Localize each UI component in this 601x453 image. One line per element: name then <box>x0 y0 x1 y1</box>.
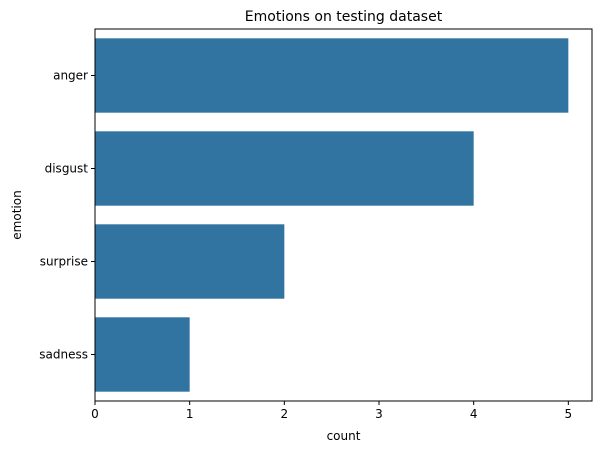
bar-sadness <box>95 317 190 392</box>
y-axis-label: emotion <box>10 190 24 239</box>
ticks-layer: anger disgust surprise sadness 0 1 2 3 4 5 <box>39 69 572 422</box>
bar-disgust <box>95 131 474 206</box>
x-axis-label: count <box>327 429 361 443</box>
y-tick-label-anger: anger <box>53 69 88 83</box>
x-tick-label-0: 0 <box>91 407 99 421</box>
chart-title: Emotions on testing dataset <box>245 9 443 25</box>
bar-anger <box>95 38 569 113</box>
axes-layer <box>94 28 593 402</box>
x-tick-label-1: 1 <box>186 407 194 421</box>
x-tick-label-3: 3 <box>375 407 383 421</box>
y-tick-label-disgust: disgust <box>45 162 89 176</box>
x-tick-label-2: 2 <box>281 407 289 421</box>
y-tick-label-surprise: surprise <box>40 255 88 269</box>
x-tick-label-5: 5 <box>565 407 573 421</box>
x-tick-label-4: 4 <box>470 407 478 421</box>
bar-surprise <box>95 224 285 299</box>
y-tick-label-sadness: sadness <box>39 348 88 362</box>
plot-frame <box>94 28 593 402</box>
bars-layer <box>95 38 569 392</box>
